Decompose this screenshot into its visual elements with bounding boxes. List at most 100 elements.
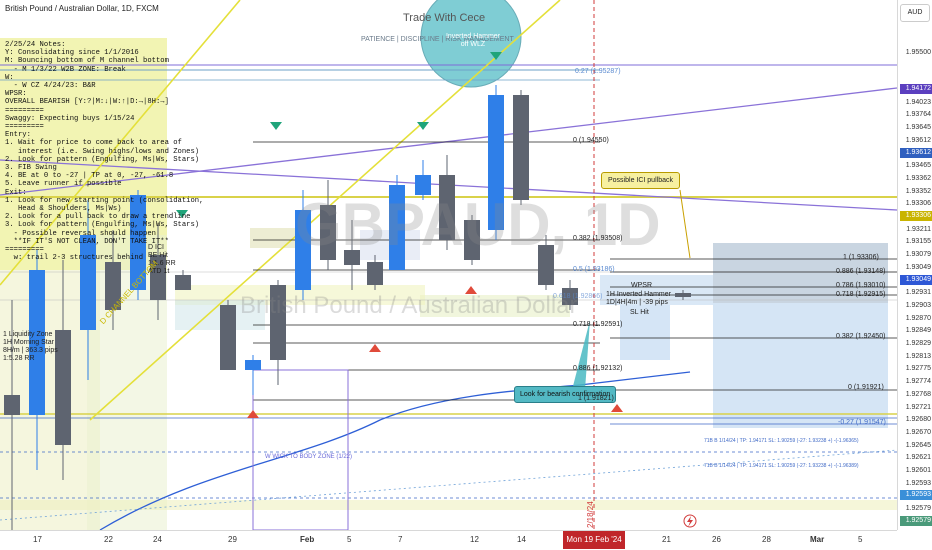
candle-body: [513, 95, 529, 200]
candle-body: [675, 293, 691, 297]
possible-pullback-callout: Possible ICI pullback: [601, 172, 680, 189]
price-tick-label: 1.92680: [905, 416, 931, 424]
time-tick-label: 29: [228, 535, 237, 544]
candle-body: [488, 95, 504, 230]
candle-body: [80, 235, 96, 330]
fib-right-label: 0.718 (1.92915): [836, 291, 886, 298]
candle-body: [538, 245, 554, 285]
bearish-confirmation-callout: Look for bearish confirmation: [514, 386, 617, 403]
price-tick-label: 1.94023: [905, 98, 931, 106]
fib-right-label: 0.786 (1.93010): [836, 282, 886, 289]
price-tick-label: 1.92903: [905, 301, 931, 309]
candle-body: [344, 250, 360, 265]
candle-body: [415, 175, 431, 195]
circle-label: Inverted Hammer off WLZ: [445, 33, 501, 48]
time-tick-label: 7: [398, 535, 403, 544]
trade-b2-label: 71B B 1/14/24 | TP: 1.94171 SL: 1.90259 …: [704, 463, 859, 469]
wpsr-label: WPSR: [631, 282, 652, 289]
fib-right-label: -0.27 (1.91547): [838, 419, 886, 426]
time-tick-label: Feb: [300, 535, 315, 544]
price-tick-label: 1.95500: [905, 49, 931, 56]
price-badge: 1.93612: [900, 147, 932, 158]
fib-right-label: 0.886 (1.93148): [836, 268, 886, 275]
time-tick-label: 5: [347, 535, 352, 544]
watermark-ticker: GBPAUD, 1D: [295, 191, 661, 258]
price-tick-label: 1.92870: [905, 314, 931, 322]
candle-body: [389, 185, 405, 270]
fib-label: 0.5 (1.93186): [573, 266, 615, 273]
current-date-tag: Mon 19 Feb '24: [563, 531, 625, 549]
fib-label: 0.618 (1.92866): [553, 293, 603, 300]
price-tick-label: 1.93079: [905, 251, 931, 259]
candle-body: [220, 305, 236, 370]
candle-body: [105, 262, 121, 310]
date-vertical-label: 2/18/24: [586, 501, 595, 528]
fib-label: 1 (1.91821): [578, 395, 614, 402]
price-tick-label: 1.92775: [905, 365, 931, 373]
time-axis[interactable]: 17 22 24 29 Feb 5 7 12 14 21 26 28 Mar 5: [0, 530, 897, 550]
price-tick-label: 1.92621: [905, 454, 931, 462]
time-tick-label: 12: [470, 535, 479, 544]
fib-right-label: 1 (1.93306): [843, 254, 879, 261]
candle-body: [295, 210, 311, 290]
liquidity-label: 1 Liquidity Zone 1H Morning Star 8H/m | …: [3, 331, 58, 362]
price-tick-label: 1.93645: [905, 124, 931, 132]
candle-body: [55, 330, 71, 445]
chart-title: British Pound / Australian Dollar, 1D, F…: [5, 4, 159, 13]
fib-label: 0.718 (1.92591): [573, 321, 623, 328]
wick-zone-label: W WICK TO BODY ZONE (1/22): [265, 454, 353, 460]
candle-body: [270, 285, 286, 360]
price-tick-label: 1.92768: [905, 390, 931, 398]
candle-body: [320, 205, 336, 260]
price-badge: 1.93306: [900, 211, 932, 221]
price-tick-label: 1.92645: [905, 441, 931, 449]
inverted-hammer-label: 1H Inverted Hammer 1D|4H|4m | -39 pips: [606, 291, 671, 306]
price-tick-label: 1.93306: [905, 200, 931, 208]
chart-area[interactable]: British Pound / Australian Dollar, 1D, F…: [0, 0, 897, 530]
fib-right-label: 0 (1.91921): [848, 384, 884, 391]
candle-body: [130, 195, 146, 290]
sl-hit-label: SL Hit: [630, 309, 649, 316]
candle-body: [4, 395, 20, 415]
candle-body: [367, 262, 383, 285]
candle-body: [175, 275, 191, 290]
fib-label: 0.886 (1.92132): [573, 365, 623, 372]
price-tick-label: 1.93612: [905, 136, 931, 144]
price-tick-label: 1.92579: [905, 505, 931, 513]
time-tick-label: 17: [33, 535, 42, 544]
price-badge: 1.92579: [900, 515, 932, 526]
watermark-tagline: PATIENCE | DISCIPLINE | RISK MANAGEMENT: [361, 36, 514, 43]
candle-body: [562, 288, 578, 305]
time-tick-label: Mar: [810, 535, 825, 544]
price-tick-label: 1.93764: [905, 111, 931, 119]
watermark-brand: Trade With Cece: [403, 12, 486, 24]
price-tick-label: 1.93465: [905, 162, 931, 170]
price-tick-label: 1.92931: [905, 289, 931, 297]
fib-label: 0.382 (1.93508): [573, 235, 623, 242]
time-tick-label: 14: [517, 535, 526, 544]
price-tick-label: 1.93211: [906, 225, 931, 233]
price-tick-label: 1.92593: [905, 479, 931, 487]
price-axis[interactable]: 1.95500 1.94172 1.94023 1.93764 1.93645 1.936…: [897, 0, 932, 530]
price-tick-label: 1.92601: [905, 467, 931, 474]
candle-body: [150, 255, 166, 300]
price-tick-label: 1.92813: [905, 352, 931, 360]
price-tick-label: 1.92829: [905, 340, 931, 347]
time-tick-label: 5: [858, 535, 863, 544]
price-tick-label: 1.93155: [905, 238, 931, 246]
trade-b1-label: 71B B 1/14/24 | TP: 1.94171 SL: 1.90259 …: [704, 438, 859, 444]
candle-body: [439, 175, 455, 240]
dici-label: D ICI BE Hit 1:1.6 RR ATD 1t: [148, 244, 176, 275]
price-badge: 1.92593: [900, 490, 932, 501]
fib-right-label: 0.382 (1.92450): [836, 333, 886, 340]
price-tick-label: 1.92721: [905, 403, 931, 411]
time-tick-label: 26: [712, 535, 721, 544]
price-tick-label: 1.93049: [905, 263, 931, 271]
candle-body: [245, 360, 261, 370]
chart-canvas[interactable]: [0, 0, 897, 530]
price-tick-label: 1.92774: [905, 378, 931, 386]
currency-button[interactable]: AUD: [900, 4, 930, 22]
time-tick-label: 22: [104, 535, 113, 544]
time-tick-label: 24: [153, 535, 162, 544]
